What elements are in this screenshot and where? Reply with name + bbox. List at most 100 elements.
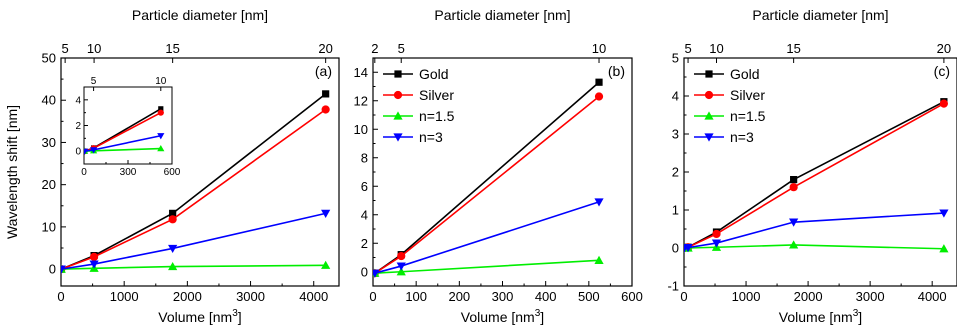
y-tick-label: 8 <box>361 150 368 165</box>
x-tick-label: 600 <box>164 167 181 178</box>
y-tick-label: 10 <box>354 122 368 137</box>
x-tick-label: 3000 <box>236 289 265 304</box>
legend-label: n=3 <box>419 129 443 145</box>
series-1 <box>373 92 604 278</box>
x-tick-label: 3000 <box>856 289 885 304</box>
data-point <box>712 229 721 239</box>
data-point <box>157 145 165 152</box>
data-point <box>396 262 406 271</box>
y-tick-label: -1 <box>667 279 679 294</box>
series-line <box>684 244 944 250</box>
x-axis-label: Volume [nm3] <box>158 308 241 325</box>
legend-label: Silver <box>730 87 765 103</box>
x-tick-label: 4000 <box>918 289 947 304</box>
series-line <box>374 81 600 274</box>
x-tick-label: 400 <box>535 289 557 304</box>
panel-label: (c) <box>934 63 950 79</box>
x-tick-label: 200 <box>448 289 470 304</box>
legend-item: Silver <box>694 87 765 103</box>
top-tick-label: 10 <box>155 76 167 87</box>
y-axis-label: Wavelength shift [nm] <box>4 105 20 239</box>
data-point <box>89 260 99 269</box>
x-tick-label: 300 <box>120 167 137 178</box>
y-tick-label: 4 <box>75 95 81 106</box>
legend-item: Silver <box>383 87 454 103</box>
series-3 <box>373 198 604 278</box>
y-tick-label: 2 <box>75 121 81 132</box>
series-0 <box>373 78 603 277</box>
top-tick-label: 20 <box>318 41 332 56</box>
data-point <box>168 244 178 254</box>
data-point <box>939 99 948 108</box>
legend-marker <box>393 133 403 142</box>
top-tick-label: 10 <box>592 41 606 56</box>
series-line <box>61 264 326 270</box>
data-point <box>594 198 604 207</box>
series-2 <box>373 255 604 277</box>
x-tick-label: 0 <box>81 167 87 178</box>
legend-item: n=3 <box>383 129 443 145</box>
top-tick-label: 20 <box>937 41 951 56</box>
y-tick-label: 0 <box>361 264 368 279</box>
data-point <box>321 105 330 114</box>
legend-item: n=3 <box>694 129 754 145</box>
y-tick-label: 6 <box>361 179 368 194</box>
x-axis-label: Volume [nm3] <box>461 308 544 325</box>
x-tick-label: 100 <box>405 289 427 304</box>
series-line <box>684 102 945 249</box>
y-tick-label: 2 <box>361 236 368 251</box>
x-tick-label: 0 <box>57 289 64 304</box>
x-axis-label: Volume [nm3] <box>779 308 862 325</box>
x-tick-label: 0 <box>680 289 687 304</box>
top-axis-label: Particle diameter [nm] <box>434 7 570 23</box>
y-tick-label: 30 <box>42 135 56 150</box>
top-axis-label: Particle diameter [nm] <box>752 7 888 23</box>
top-tick-label: 5 <box>684 41 691 56</box>
plot-frame <box>60 57 340 287</box>
series-0 <box>684 98 948 252</box>
legend-item: n=1.5 <box>694 108 766 124</box>
top-tick-label: 15 <box>786 41 800 56</box>
legend-marker <box>704 133 714 142</box>
legend-label: Silver <box>419 87 454 103</box>
data-point <box>711 239 722 248</box>
series-3 <box>684 209 949 253</box>
legend-marker <box>705 70 713 78</box>
legend-marker <box>704 111 714 120</box>
data-point <box>595 78 603 86</box>
y-tick-label: 0 <box>672 241 679 256</box>
data-point <box>321 209 331 218</box>
top-tick-label: 5 <box>91 76 97 87</box>
legend-label: Gold <box>419 66 449 82</box>
legend-label: n=1.5 <box>730 108 766 124</box>
y-tick-label: 50 <box>42 51 56 66</box>
y-tick-label: 0 <box>49 262 56 277</box>
data-point <box>789 183 798 192</box>
x-tick-label: 0 <box>369 289 376 304</box>
y-tick-label: 2 <box>672 165 679 180</box>
top-tick-label: 15 <box>165 41 179 56</box>
series-line <box>61 108 327 270</box>
inset-background <box>84 87 172 164</box>
legend-label: Gold <box>730 66 760 82</box>
series-line <box>374 259 600 274</box>
data-point <box>157 133 165 140</box>
y-tick-label: 5 <box>672 51 679 66</box>
x-tick-label: 4000 <box>299 289 328 304</box>
series-line <box>374 95 600 274</box>
panel-label: (b) <box>608 63 625 79</box>
data-point <box>397 251 406 261</box>
legend-marker <box>393 111 403 120</box>
series-3 <box>84 133 165 155</box>
data-point <box>84 148 89 155</box>
data-point <box>789 218 799 227</box>
y-tick-label: 4 <box>361 207 368 222</box>
x-tick-label: 600 <box>621 289 643 304</box>
data-point <box>594 92 604 101</box>
y-tick-label: 40 <box>42 93 56 108</box>
y-tick-label: 3 <box>672 127 679 142</box>
legend-marker <box>704 90 714 100</box>
